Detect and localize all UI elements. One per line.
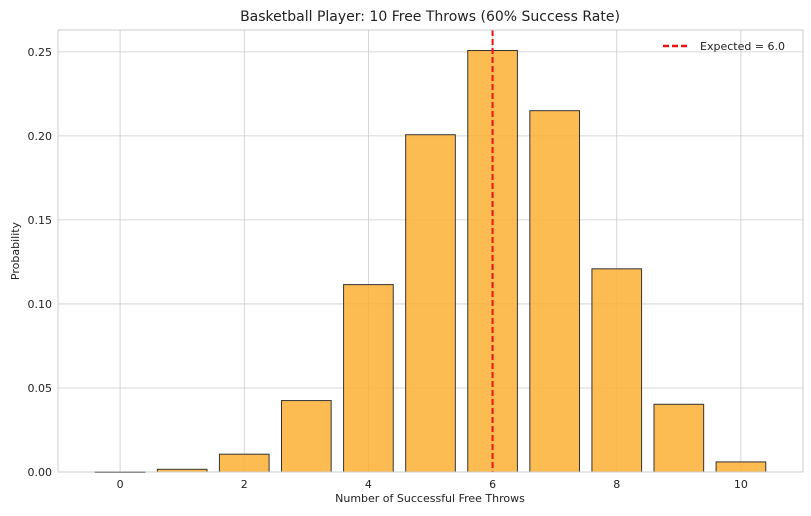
legend: Expected = 6.0: [663, 40, 785, 53]
x-tick-label: 4: [365, 478, 372, 491]
legend-label: Expected = 6.0: [700, 40, 785, 53]
x-tick-label: 8: [613, 478, 620, 491]
x-tick-label: 0: [117, 478, 124, 491]
y-tick-label: 0.05: [28, 382, 53, 395]
y-axis-label: Probability: [9, 221, 22, 280]
bar-9: [653, 403, 705, 473]
bar-4: [343, 284, 394, 473]
bar-3: [281, 400, 332, 473]
y-tick-label: 0.00: [28, 466, 53, 479]
bar-7: [529, 110, 580, 473]
plot-frame: [57, 29, 804, 473]
x-tick-label: 10: [734, 478, 748, 491]
y-tick-label: 0.20: [28, 130, 53, 143]
x-axis-label: Number of Successful Free Throws: [335, 492, 525, 505]
y-tick-label: 0.10: [28, 298, 53, 311]
chart-title: Basketball Player: 10 Free Throws (60% S…: [240, 9, 620, 25]
bar-8: [591, 268, 643, 473]
bars: [94, 50, 767, 473]
y-tick-label: 0.25: [28, 46, 53, 59]
y-tick-labels: 0.00 0.05 0.10 0.15 0.20 0.25: [28, 46, 53, 479]
x-tick-label: 2: [241, 478, 248, 491]
x-tick-labels: 0 2 4 6 8 10: [117, 478, 748, 491]
x-tick-label: 6: [489, 478, 496, 491]
bar-2: [218, 453, 270, 473]
bar-10: [715, 461, 767, 473]
y-tick-label: 0.15: [28, 214, 53, 227]
bar-5: [405, 134, 456, 473]
